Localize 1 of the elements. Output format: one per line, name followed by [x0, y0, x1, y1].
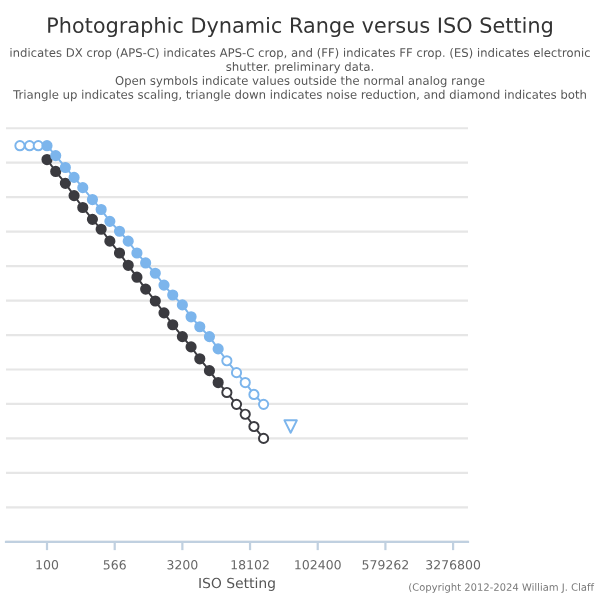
- chart-title: Photographic Dynamic Range versus ISO Setting: [48, 16, 552, 38]
